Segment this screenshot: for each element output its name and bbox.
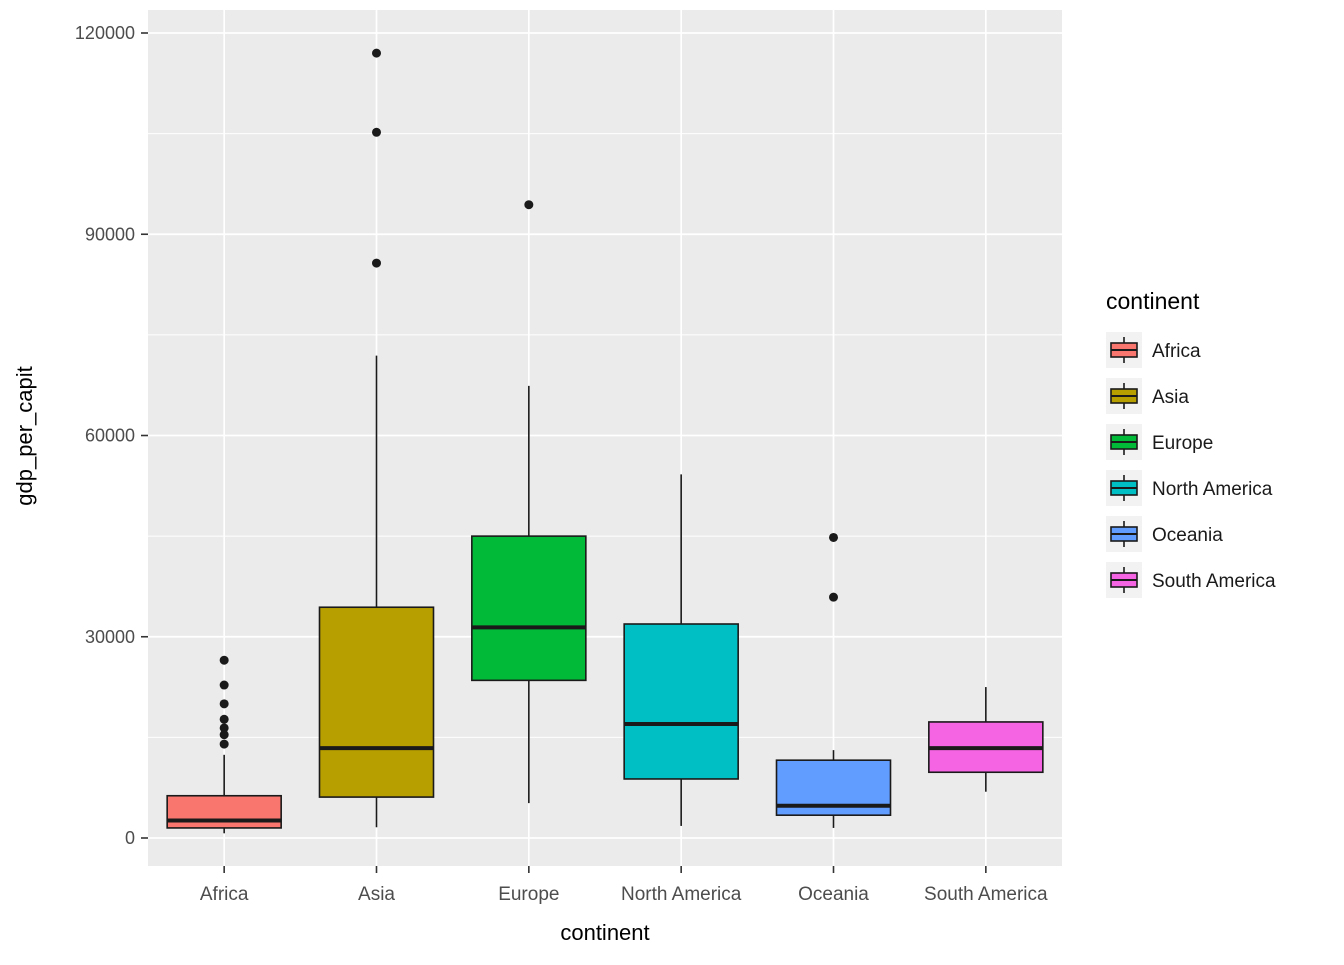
y-tick-label: 60000 — [85, 426, 135, 446]
boxplot-europe — [471, 200, 587, 804]
outlier-point — [524, 200, 534, 210]
iqr-box — [471, 535, 587, 682]
y-axis-title: gdp_per_capit — [12, 366, 37, 505]
legend-item-north-america: North America — [1106, 470, 1273, 506]
outlier-point — [219, 730, 229, 740]
x-tick-label: Asia — [358, 884, 395, 905]
outlier-point — [219, 739, 229, 749]
legend-label: Africa — [1152, 341, 1201, 362]
legend-label: Europe — [1152, 433, 1213, 454]
legend-label: Oceania — [1152, 525, 1223, 546]
x-tick-label: North America — [621, 884, 742, 905]
x-axis-title: continent — [560, 920, 649, 945]
outlier-point — [219, 723, 229, 733]
iqr-box — [318, 606, 435, 798]
boxplot-asia — [318, 48, 435, 828]
outlier-point — [372, 48, 381, 58]
iqr-box — [623, 623, 739, 780]
outlier-point — [219, 680, 229, 690]
boxplot-africa — [166, 655, 282, 834]
x-tick-label: Africa — [200, 884, 249, 905]
legend-item-europe: Europe — [1106, 424, 1213, 460]
legend-item-oceania: Oceania — [1106, 516, 1223, 552]
x-tick-label: Europe — [498, 884, 559, 905]
legend-item-south-america: South America — [1106, 562, 1276, 598]
panel-background — [148, 10, 1062, 866]
iqr-box — [166, 794, 282, 829]
outlier-point — [219, 699, 229, 709]
y-tick-label: 0 — [125, 828, 135, 848]
legend-label: South America — [1152, 571, 1276, 592]
x-tick-label: South America — [924, 884, 1048, 905]
outlier-point — [219, 655, 229, 665]
legend-item-africa: Africa — [1106, 332, 1201, 368]
plot-panel — [148, 10, 1062, 866]
boxplot-south-america — [928, 687, 1044, 792]
x-tick-label: Oceania — [798, 884, 869, 905]
outlier-point — [829, 532, 838, 542]
boxplot-series — [166, 48, 1044, 834]
legend-label: Asia — [1152, 387, 1189, 408]
legend-item-asia: Asia — [1106, 378, 1189, 414]
y-tick-label: 30000 — [85, 627, 135, 647]
outlier-point — [372, 127, 381, 137]
legend-title: continent — [1106, 288, 1200, 314]
outlier-point — [219, 714, 229, 724]
legend: Africa Asia Europe North America Oceania Sout… — [1106, 332, 1276, 598]
y-tick-label: 90000 — [85, 224, 135, 244]
y-tick-label: 120000 — [75, 23, 135, 43]
outlier-point — [829, 592, 838, 602]
legend-label: North America — [1152, 479, 1273, 500]
axes: 0 30000 60000 90000 120000 Africa Asia Europe No… — [75, 23, 1048, 905]
boxplot-north-america — [623, 474, 739, 826]
boxplot-oceania — [775, 532, 892, 828]
outlier-point — [372, 258, 381, 268]
